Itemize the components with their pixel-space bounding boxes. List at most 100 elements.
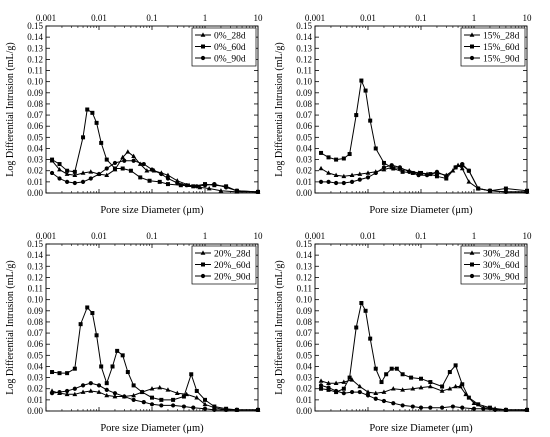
- data-point: [110, 364, 115, 369]
- x-tick-label: 0.01: [360, 13, 376, 23]
- data-point: [466, 395, 471, 400]
- y-tick-label: 0.04: [27, 143, 43, 153]
- data-point: [418, 405, 424, 410]
- data-point: [72, 366, 77, 371]
- data-point: [144, 168, 150, 173]
- y-tick-label: 0.08: [296, 99, 312, 109]
- y-tick-label: 0.09: [27, 88, 43, 98]
- data-point: [72, 169, 77, 174]
- data-point: [131, 383, 136, 388]
- y-tick-label: 0.14: [296, 32, 312, 42]
- data-point: [50, 370, 55, 375]
- data-point: [359, 301, 364, 306]
- data-point: [400, 169, 405, 174]
- y-tick-label: 0.09: [296, 88, 312, 98]
- data-point: [354, 325, 359, 330]
- data-point: [410, 404, 415, 409]
- data-point: [131, 397, 136, 402]
- data-point: [318, 378, 324, 383]
- y-tick-label: 0.02: [296, 384, 312, 394]
- x-tick-label: 10: [523, 231, 533, 241]
- x-tick-label: 1: [472, 231, 477, 241]
- data-point: [503, 189, 509, 194]
- y-tick-label: 0.01: [296, 177, 312, 187]
- data-point: [165, 176, 171, 181]
- x-tick-label: 0.01: [91, 231, 107, 241]
- data-point: [115, 348, 120, 353]
- series-30%_28d: [318, 377, 530, 412]
- x-axis-title: Pore size Diameter (μm): [369, 205, 473, 216]
- data-point: [368, 118, 373, 123]
- data-point: [365, 170, 371, 175]
- data-point: [234, 407, 240, 412]
- data-point: [357, 389, 362, 395]
- data-point: [347, 375, 352, 380]
- x-tick-label: 0.01: [91, 13, 107, 23]
- data-point: [125, 370, 130, 375]
- data-point: [120, 154, 126, 160]
- data-point: [444, 174, 449, 179]
- data-point: [453, 165, 458, 170]
- y-tick-label: 0.13: [296, 261, 312, 271]
- y-tick-label: 0.14: [296, 250, 312, 260]
- data-point: [171, 397, 176, 402]
- y-tick-label: 0.06: [296, 121, 312, 131]
- data-point: [141, 399, 146, 405]
- data-point: [137, 161, 143, 166]
- data-point: [138, 175, 143, 180]
- series-line: [321, 163, 527, 193]
- data-point: [157, 385, 163, 390]
- data-point: [218, 188, 224, 193]
- data-point: [349, 179, 355, 184]
- y-tick-label: 0.05: [27, 350, 43, 360]
- data-point: [466, 179, 472, 184]
- data-point: [373, 390, 379, 395]
- data-point: [157, 179, 162, 184]
- data-point: [434, 174, 439, 179]
- y-tick-label: 0.11: [297, 284, 312, 294]
- data-point: [470, 262, 474, 267]
- y-tick-label: 0.04: [296, 361, 312, 371]
- data-point: [341, 173, 347, 179]
- data-point: [318, 179, 324, 184]
- y-tick-label: 0.11: [297, 66, 312, 76]
- series-20%_90d: [49, 381, 261, 412]
- data-point: [333, 172, 339, 177]
- data-point: [140, 390, 145, 395]
- data-point: [150, 395, 154, 400]
- data-point: [57, 167, 62, 172]
- y-tick-label: 0.01: [27, 395, 43, 405]
- data-point: [373, 396, 378, 401]
- y-axis-title: Log Differential Intrusion (mL/g): [5, 42, 16, 177]
- chart-panel: 0.001 0.01 0.1 1 100.000.010.020.030.040.050…: [5, 13, 263, 216]
- data-point: [191, 405, 196, 410]
- y-tick-label: 0.04: [296, 143, 312, 153]
- data-point: [85, 305, 90, 310]
- x-tick-label: 0.1: [415, 231, 426, 241]
- data-point: [333, 180, 339, 186]
- data-point: [440, 384, 445, 389]
- data-point: [457, 383, 463, 389]
- x-tick-label: 0.001: [36, 231, 56, 241]
- data-point: [381, 398, 387, 404]
- data-point: [96, 383, 102, 388]
- y-tick-label: 0.00: [27, 188, 43, 198]
- data-point: [424, 173, 430, 178]
- data-point: [384, 372, 389, 377]
- data-point: [363, 308, 368, 313]
- data-point: [159, 397, 164, 402]
- y-tick-label: 0.09: [27, 306, 43, 316]
- data-point: [181, 404, 187, 409]
- data-point: [326, 179, 331, 184]
- series-line: [320, 384, 527, 411]
- data-point: [397, 165, 403, 170]
- x-tick-label: 0.1: [146, 13, 157, 23]
- data-point: [410, 386, 416, 391]
- data-point: [460, 161, 465, 167]
- y-axis-title: Log Differential Intrusion (mL/g): [5, 260, 16, 395]
- data-point: [453, 383, 459, 389]
- y-tick-label: 0.05: [296, 132, 312, 142]
- x-tick-label: 0.1: [146, 231, 157, 241]
